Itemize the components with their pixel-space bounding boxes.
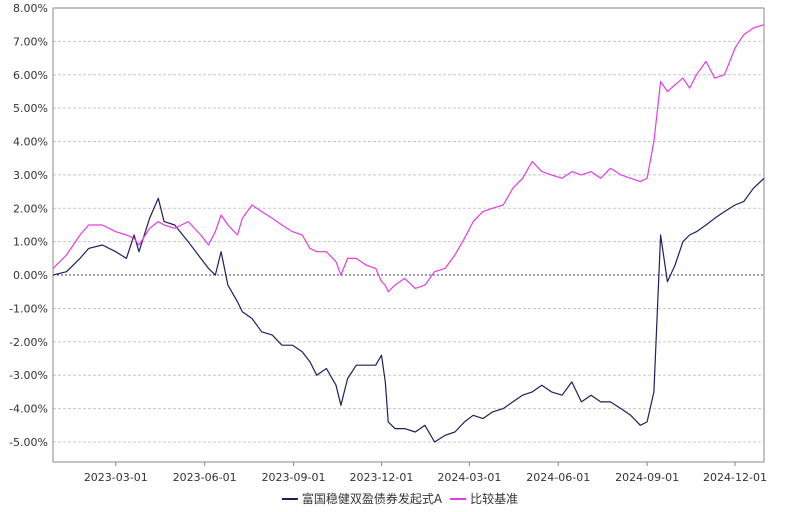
legend-label: 比较基准 bbox=[470, 491, 518, 506]
x-tick-label: 2023-06-01 bbox=[173, 471, 237, 484]
y-tick-label: 6.00% bbox=[13, 69, 48, 82]
series-lines bbox=[52, 24, 765, 443]
x-tick-label: 2023-09-01 bbox=[262, 471, 326, 484]
y-tick-label: 5.00% bbox=[13, 102, 48, 115]
y-tick-label: 1.00% bbox=[13, 236, 48, 249]
gridlines bbox=[53, 7, 764, 443]
legend-item-1: 富国稳健双盈债券发起式A bbox=[281, 491, 443, 506]
legend-item-2: 比较基准 bbox=[450, 491, 518, 506]
legend: 富国稳健双盈债券发起式A 比较基准 bbox=[281, 491, 518, 506]
y-tick-label: 2.00% bbox=[13, 202, 48, 215]
x-tick-label: 2024-12-01 bbox=[703, 471, 767, 484]
x-tick-label: 2024-03-01 bbox=[437, 471, 501, 484]
y-tick-label: 4.00% bbox=[13, 136, 48, 149]
y-tick-label: -3.00% bbox=[9, 369, 48, 382]
series-line-1 bbox=[52, 177, 765, 443]
y-tick-label: -2.00% bbox=[9, 336, 48, 349]
y-tick-label: -5.00% bbox=[9, 436, 48, 449]
y-tick-label: 7.00% bbox=[13, 35, 48, 48]
series-line-2 bbox=[52, 24, 765, 293]
x-tick-label: 2023-12-01 bbox=[349, 471, 413, 484]
y-tick-label: -4.00% bbox=[9, 403, 48, 416]
axes: 8.00% 7.00% 6.00% 5.00% 4.00% 3.00% 2.00% 1.00%… bbox=[9, 2, 767, 484]
y-tick-label: 3.00% bbox=[13, 169, 48, 182]
legend-label: 富国稳健双盈债券发起式A bbox=[302, 491, 443, 506]
y-tick-label: 8.00% bbox=[13, 2, 48, 15]
plot-area-frame bbox=[52, 7, 765, 463]
y-tick-label: -1.00% bbox=[9, 302, 48, 315]
x-tick-label: 2024-09-01 bbox=[615, 471, 679, 484]
x-tick-label: 2024-06-01 bbox=[526, 471, 590, 484]
y-tick-label: 0.00% bbox=[13, 269, 48, 282]
x-tick-label: 2023-03-01 bbox=[84, 471, 148, 484]
